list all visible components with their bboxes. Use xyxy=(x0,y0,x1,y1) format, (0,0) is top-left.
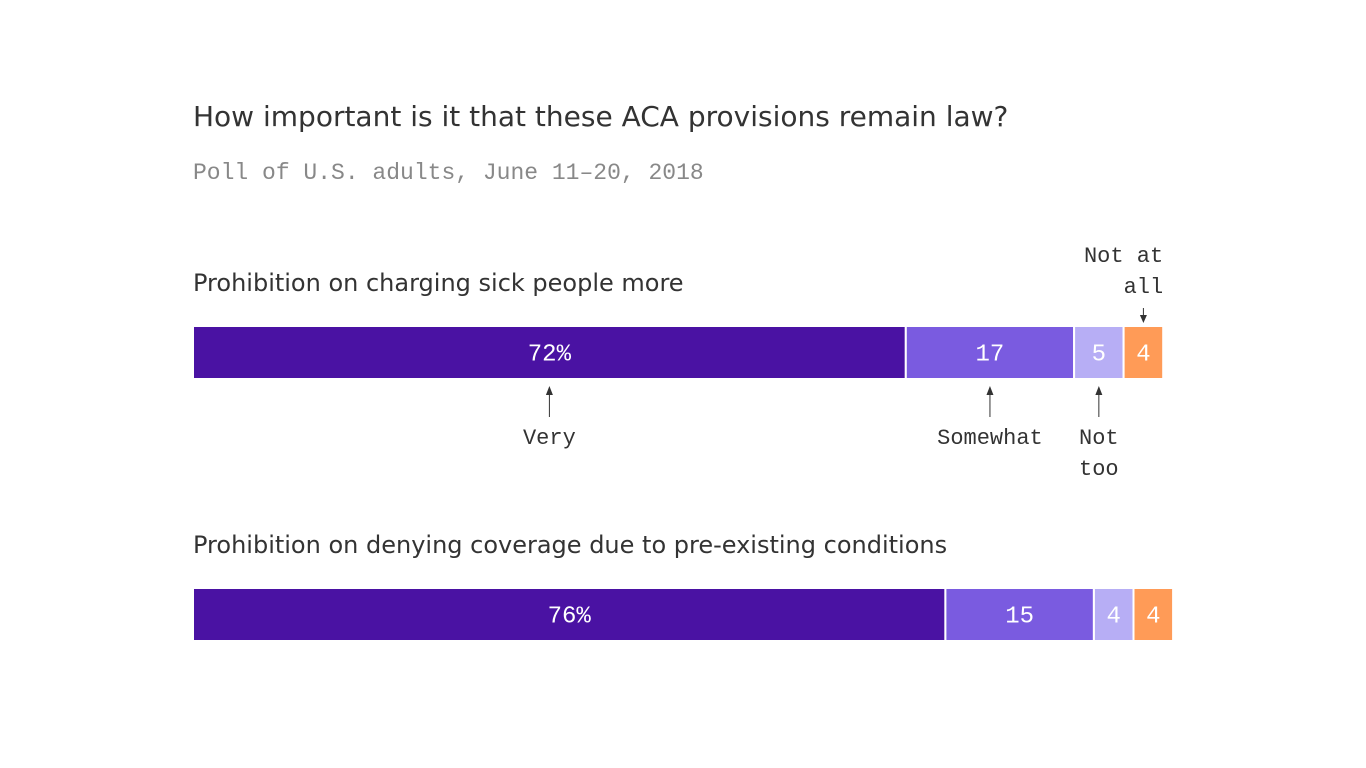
legend-somewhat-arrow-head xyxy=(986,386,994,395)
bar-not-at-all-row-1 xyxy=(1122,325,1165,380)
data-label-not-too-row-1: 5 xyxy=(1092,342,1106,369)
data-label-somewhat-row-2: 15 xyxy=(1005,604,1034,631)
chart-subtitle: Poll of U.S. adults, June 11–20, 2018 xyxy=(193,160,704,186)
chart-title: How important is it that these ACA provi… xyxy=(193,100,1009,133)
data-label-not-at-all-row-1: 4 xyxy=(1136,342,1150,369)
legend-not-too-label-line-1: Not xyxy=(1079,426,1119,451)
legend-very-arrow-head xyxy=(545,386,553,395)
bar-very-row-1 xyxy=(192,325,907,380)
bar-somewhat-row-2 xyxy=(944,587,1095,642)
legend-not-too-arrow-head xyxy=(1095,386,1103,395)
legend-not-at-all-label-line-2: all xyxy=(1124,275,1164,300)
bar-not-at-all-row-2 xyxy=(1132,587,1175,642)
legend-not-at-all-label-line-1: Not at xyxy=(1084,244,1163,269)
legend-not-at-all-arrow-head xyxy=(1139,315,1147,323)
legend-somewhat-label-line-1: Somewhat xyxy=(937,426,1043,451)
data-label-very-row-2: 76% xyxy=(548,604,592,631)
data-label-not-at-all-row-2: 4 xyxy=(1146,604,1160,631)
bar-very-row-2 xyxy=(192,587,947,642)
data-label-somewhat-row-1: 17 xyxy=(976,342,1005,369)
row-title-1: Prohibition on charging sick people more xyxy=(193,269,684,297)
legend-not-too-label-line-2: too xyxy=(1079,457,1119,482)
legend-very-label-line-1: Very xyxy=(523,426,576,451)
data-label-not-too-row-2: 4 xyxy=(1106,604,1120,631)
data-label-very-row-1: 72% xyxy=(528,342,572,369)
row-title-2: Prohibition on denying coverage due to p… xyxy=(193,531,947,559)
